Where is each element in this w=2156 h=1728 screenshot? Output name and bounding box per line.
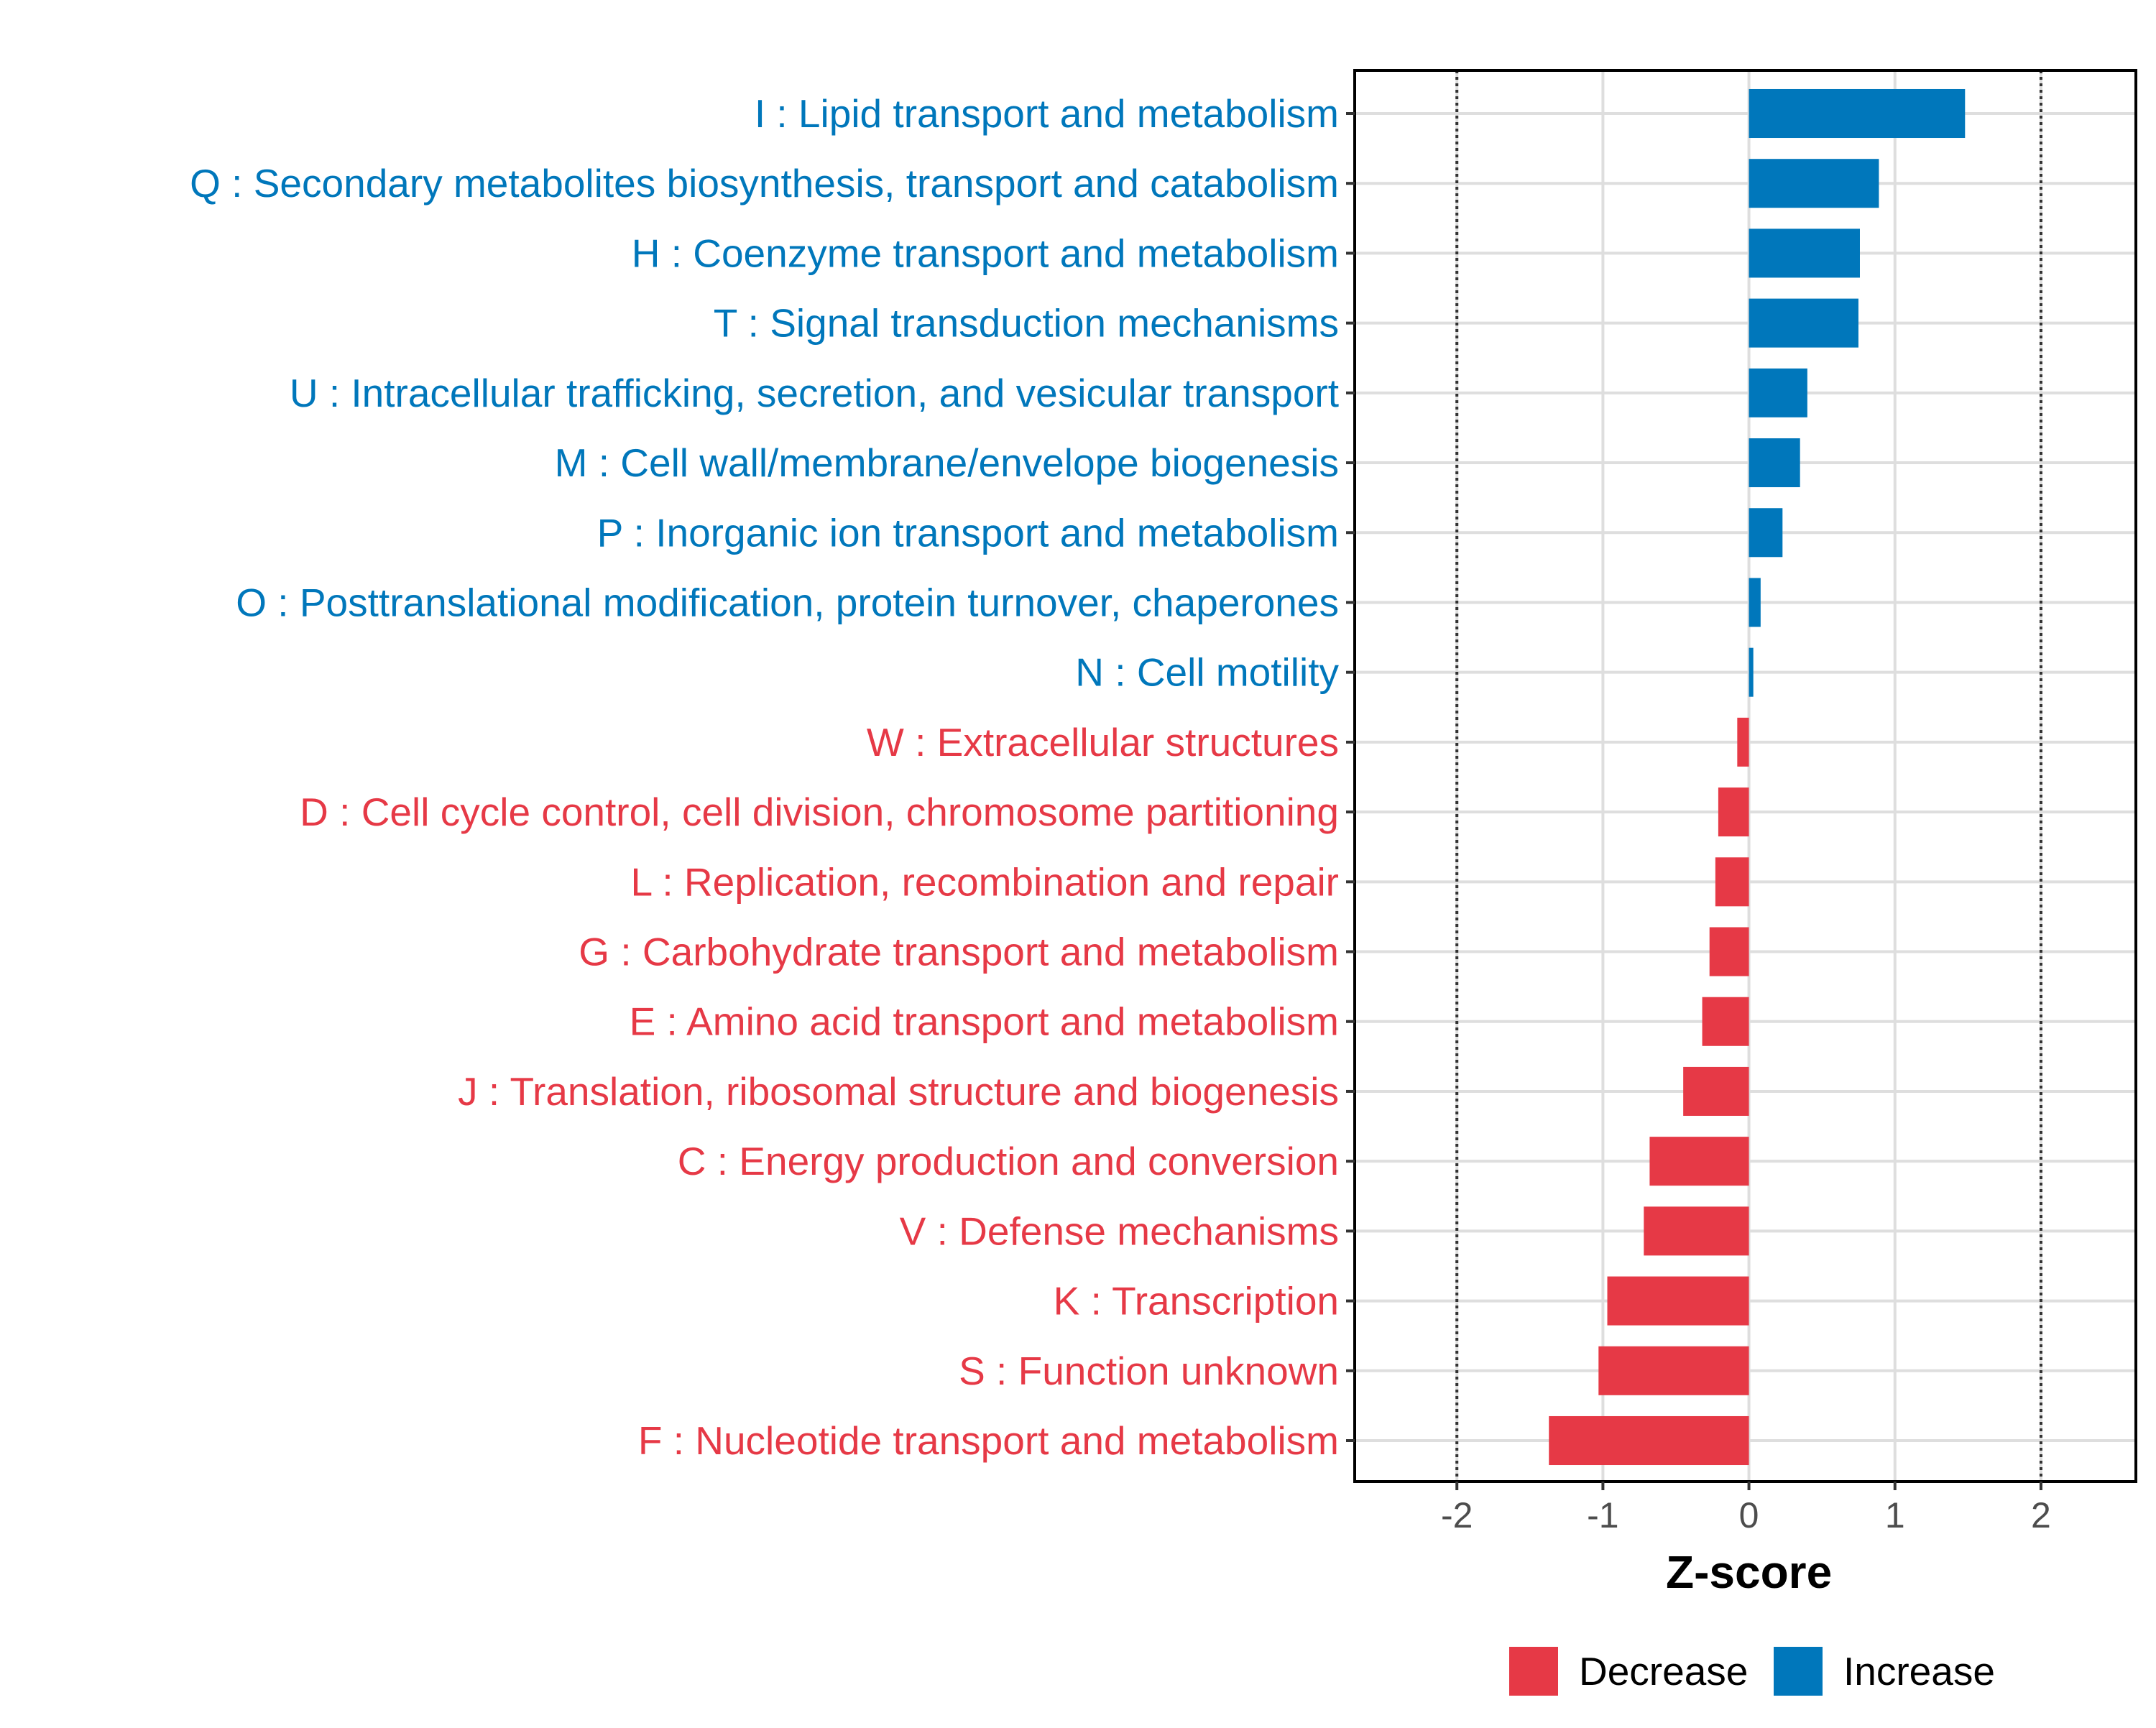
axis-layer: I : Lipid transport and metabolism Q : Se… [190,69,2137,1535]
bar [1644,1206,1749,1256]
legend-label-increase: Increase [1843,1649,1995,1694]
bar [1749,88,1966,139]
category-label: Q : Secondary metabolites biosynthesis, … [190,161,1339,205]
x-axis-title: Z-score [1666,1546,1832,1598]
grid-layer [1355,70,2136,1482]
category-label: W : Extracellular structures [867,720,1339,764]
category-label: P : Inorganic ion transport and metaboli… [597,510,1339,555]
bar [1715,857,1749,907]
category-label: G : Carbohydrate transport and metabolis… [579,930,1339,974]
bar [1683,1066,1749,1116]
category-label: F : Nucleotide transport and metabolism [638,1418,1339,1463]
bar [1702,997,1749,1046]
x-tick-label: -2 [1441,1495,1473,1535]
bar [1749,508,1783,558]
category-label: H : Coenzyme transport and metabolism [632,231,1339,275]
category-label: N : Cell motility [1075,650,1339,695]
legend-swatch-decrease [1509,1647,1558,1696]
category-label: C : Energy production and conversion [678,1139,1339,1183]
bar [1549,1415,1749,1466]
category-label: V : Defense mechanisms [900,1209,1339,1253]
bar [1749,368,1807,417]
bar [1718,787,1749,837]
x-tick-label: 2 [2031,1495,2051,1535]
category-label: D : Cell cycle control, cell division, c… [300,790,1339,834]
category-label: K : Transcription [1054,1279,1339,1323]
category-label: U : Intracellular trafficking, secretion… [290,371,1339,415]
legend-swatch-increase [1774,1647,1823,1696]
bar-layer [1549,88,1966,1466]
bar [1749,647,1754,697]
bar [1749,228,1860,278]
bar [1607,1276,1749,1326]
category-label: T : Signal transduction mechanisms [714,301,1339,346]
category-label: E : Amino acid transport and metabolism [630,999,1339,1044]
category-label: I : Lipid transport and metabolism [755,91,1339,136]
bar [1737,717,1749,767]
bar [1649,1137,1749,1186]
bar [1598,1346,1749,1395]
plot-panel-border [1353,69,2137,1483]
legend-label-decrease: Decrease [1579,1649,1748,1694]
bar [1749,438,1800,488]
x-tick-label: 1 [1885,1495,1905,1535]
bar [1749,578,1761,627]
bar [1749,159,1879,208]
category-label: O : Posttranslational modification, prot… [236,580,1339,624]
bar [1709,927,1749,976]
legend: Decrease Increase [1509,1647,1995,1696]
x-tick-label: 0 [1739,1495,1759,1535]
category-label: L : Replication, recombination and repai… [631,859,1339,904]
category-label: S : Function unknown [959,1349,1339,1393]
x-tick-label: -1 [1587,1495,1618,1535]
category-label: J : Translation, ribosomal structure and… [458,1069,1339,1114]
category-label: M : Cell wall/membrane/envelope biogenes… [555,440,1339,485]
bar [1749,298,1858,348]
